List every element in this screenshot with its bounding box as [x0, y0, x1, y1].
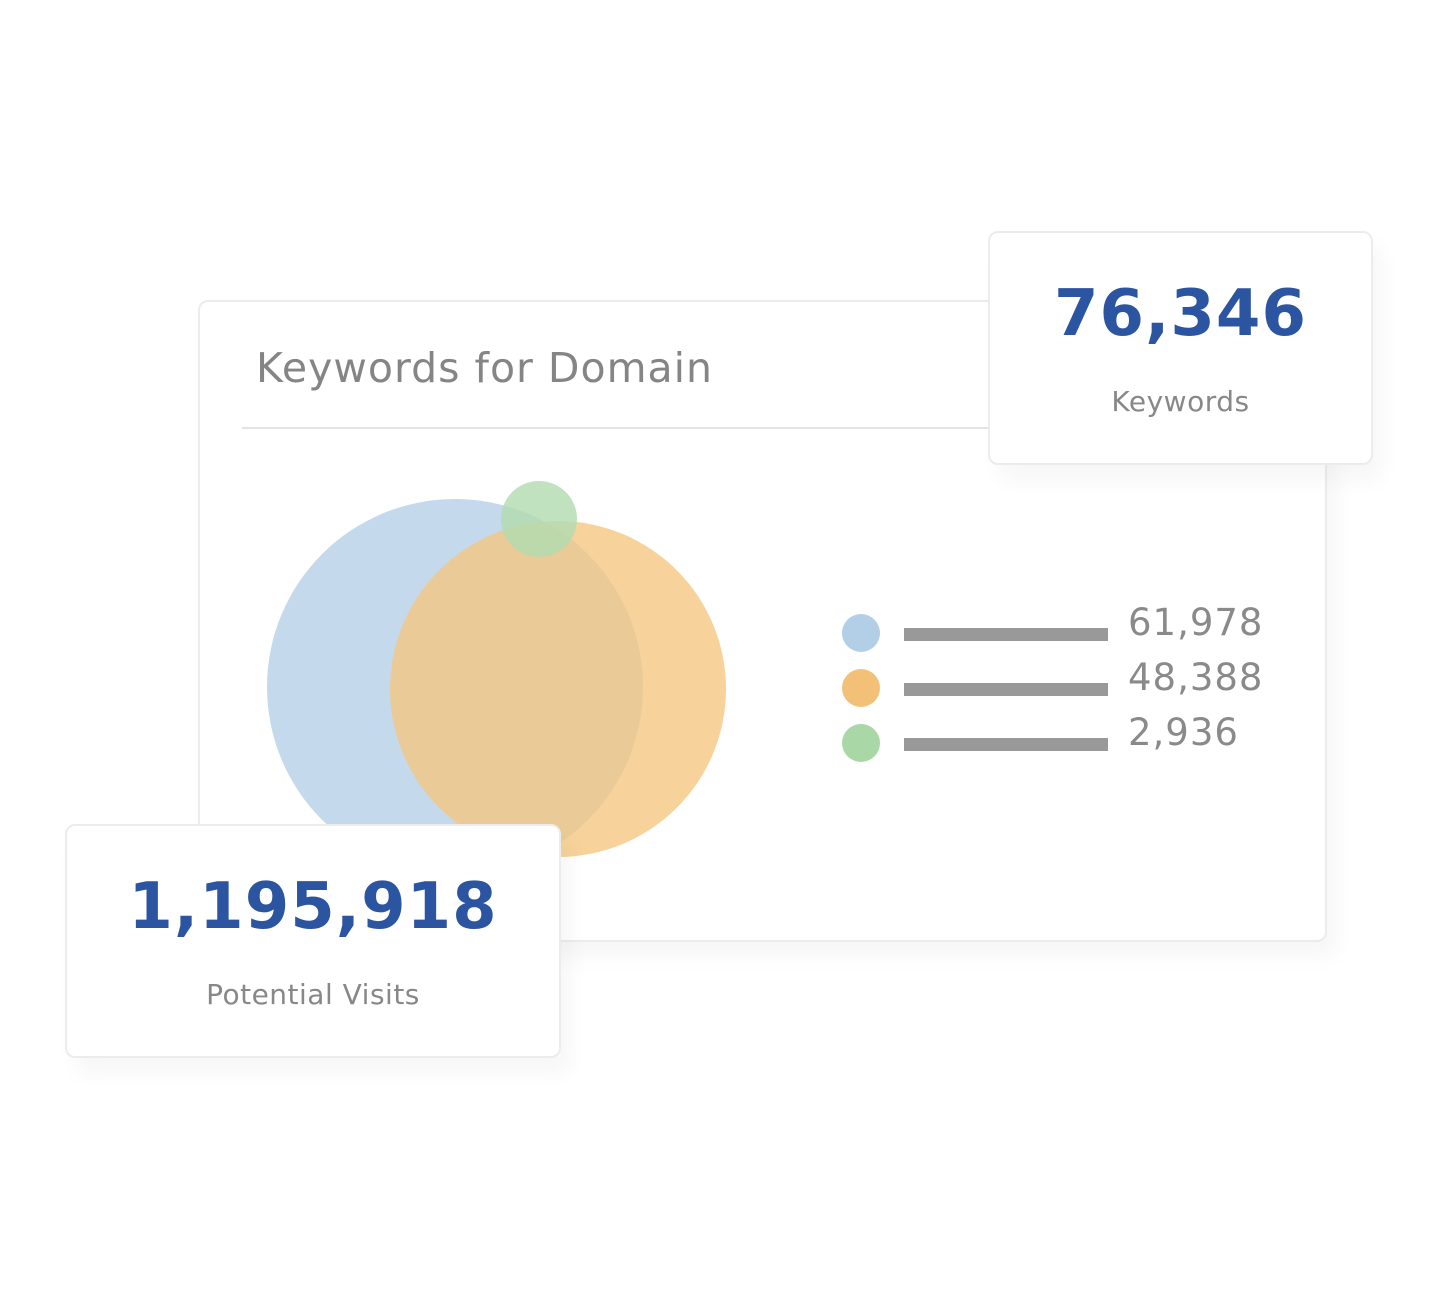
keywords-stat-card: 76,346 Keywords [988, 231, 1373, 465]
legend-bar [904, 683, 1108, 696]
legend-dot-orange [842, 669, 880, 707]
legend-value: 48,388 [1128, 656, 1264, 699]
venn-circle-orange [390, 521, 726, 857]
legend-bar [904, 628, 1108, 641]
legend-value: 61,978 [1128, 601, 1264, 644]
visits-count: 1,195,918 [128, 870, 498, 944]
visits-stat-card: 1,195,918 Potential Visits [65, 824, 561, 1058]
venn-circle-green [501, 481, 577, 557]
keywords-count: 76,346 [1054, 277, 1307, 351]
keywords-label: Keywords [1111, 385, 1250, 418]
title-divider [242, 427, 1002, 429]
visits-label: Potential Visits [206, 978, 420, 1011]
venn-diagram [267, 481, 726, 875]
card-title: Keywords for Domain [256, 344, 714, 392]
legend-bar [904, 738, 1108, 751]
legend-value: 2,936 [1128, 711, 1239, 754]
legend-dot-blue [842, 614, 880, 652]
legend-dot-green [842, 724, 880, 762]
